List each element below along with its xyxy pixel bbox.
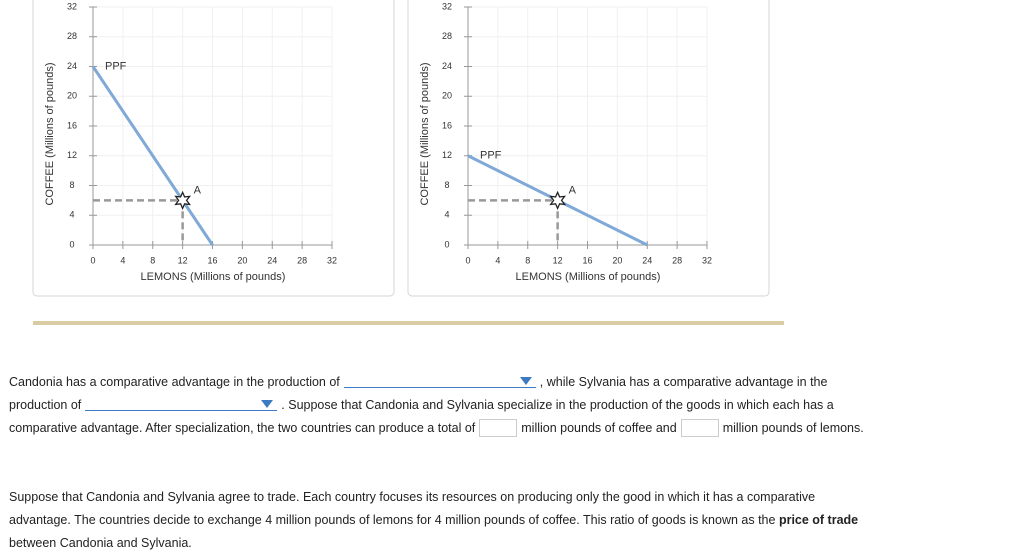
point-marker bbox=[174, 190, 192, 211]
x-tick-label: 24 bbox=[267, 255, 277, 265]
y-tick-label: 0 bbox=[69, 239, 74, 249]
y-tick-label: 24 bbox=[67, 61, 77, 71]
x-tick-label: 16 bbox=[207, 255, 217, 265]
y-tick-label: 4 bbox=[69, 210, 74, 220]
text: million pounds of coffee and bbox=[521, 421, 677, 435]
x-tick-label: 28 bbox=[297, 255, 307, 265]
x-tick-label: 20 bbox=[612, 255, 622, 265]
y-axis-label: COFFEE (Millions of pounds) bbox=[44, 62, 56, 205]
x-tick-label: 8 bbox=[525, 255, 530, 265]
x-tick-label: 24 bbox=[642, 255, 652, 265]
text: Candonia has a comparative advantage in … bbox=[9, 375, 340, 389]
y-tick-label: 8 bbox=[69, 180, 74, 190]
charts: 0 4 8 12 16 20 24 28 32 0 4 8 12 16 20 24 28 32 LEMONS (Mi… bbox=[32, 0, 784, 325]
question-2: Suppose that Candonia and Sylvania agree… bbox=[9, 486, 877, 555]
question-1: Candonia has a comparative advantage in … bbox=[9, 371, 877, 440]
y-tick-label: 8 bbox=[444, 180, 449, 190]
input[interactable] bbox=[680, 419, 719, 437]
y-tick-label: 12 bbox=[442, 150, 452, 160]
y-tick-label: 28 bbox=[442, 31, 452, 41]
chart-panel bbox=[32, 0, 395, 297]
text: Suppose that Candonia and Sylvania agree… bbox=[9, 490, 816, 527]
x-axis-label: LEMONS (Millions of pounds) bbox=[516, 271, 661, 283]
x-tick-label: 12 bbox=[178, 255, 188, 265]
y-tick-label: 28 bbox=[67, 31, 77, 41]
y-tick-label: 32 bbox=[67, 1, 77, 11]
text: , while Sylvania has a comparative advan… bbox=[9, 375, 828, 412]
y-tick-label: 20 bbox=[442, 91, 452, 101]
ppf-line bbox=[91, 65, 214, 246]
point-label: A bbox=[194, 184, 202, 196]
input[interactable] bbox=[479, 419, 518, 437]
text: between Candonia and Sylvania. bbox=[9, 536, 192, 550]
dropdown[interactable] bbox=[343, 373, 536, 388]
x-tick-label: 28 bbox=[672, 255, 682, 265]
x-tick-label: 4 bbox=[495, 255, 500, 265]
point-label: A bbox=[569, 184, 577, 196]
y-tick-label: 16 bbox=[442, 120, 452, 130]
x-tick-label: 4 bbox=[120, 255, 125, 265]
bold-text: price of trade bbox=[778, 513, 859, 527]
y-tick-label: 16 bbox=[67, 120, 77, 130]
y-tick-label: 12 bbox=[67, 150, 77, 160]
series-label: PPF bbox=[480, 150, 502, 162]
divider bbox=[33, 321, 784, 325]
y-tick-label: 0 bbox=[444, 239, 449, 249]
x-tick-label: 16 bbox=[582, 255, 592, 265]
x-tick-label: 0 bbox=[90, 255, 95, 265]
y-tick-label: 4 bbox=[444, 210, 449, 220]
x-tick-label: 0 bbox=[465, 255, 470, 265]
text: million pounds of lemons. bbox=[722, 421, 864, 435]
x-tick-label: 20 bbox=[237, 255, 247, 265]
text: . Suppose that Candonia and Sylvania spe… bbox=[9, 398, 834, 435]
chart-panel bbox=[407, 0, 770, 297]
x-tick-label: 32 bbox=[702, 255, 712, 265]
x-tick-label: 32 bbox=[327, 255, 337, 265]
x-axis-label: LEMONS (Millions of pounds) bbox=[141, 271, 286, 283]
point-marker bbox=[549, 190, 567, 211]
y-axis-label: COFFEE (Millions of pounds) bbox=[419, 62, 431, 205]
y-tick-label: 24 bbox=[442, 61, 452, 71]
x-tick-label: 12 bbox=[553, 255, 563, 265]
x-tick-label: 8 bbox=[150, 255, 155, 265]
y-tick-label: 20 bbox=[67, 91, 77, 101]
series-label: PPF bbox=[105, 60, 127, 72]
y-tick-label: 32 bbox=[442, 1, 452, 11]
dropdown[interactable] bbox=[85, 396, 278, 411]
